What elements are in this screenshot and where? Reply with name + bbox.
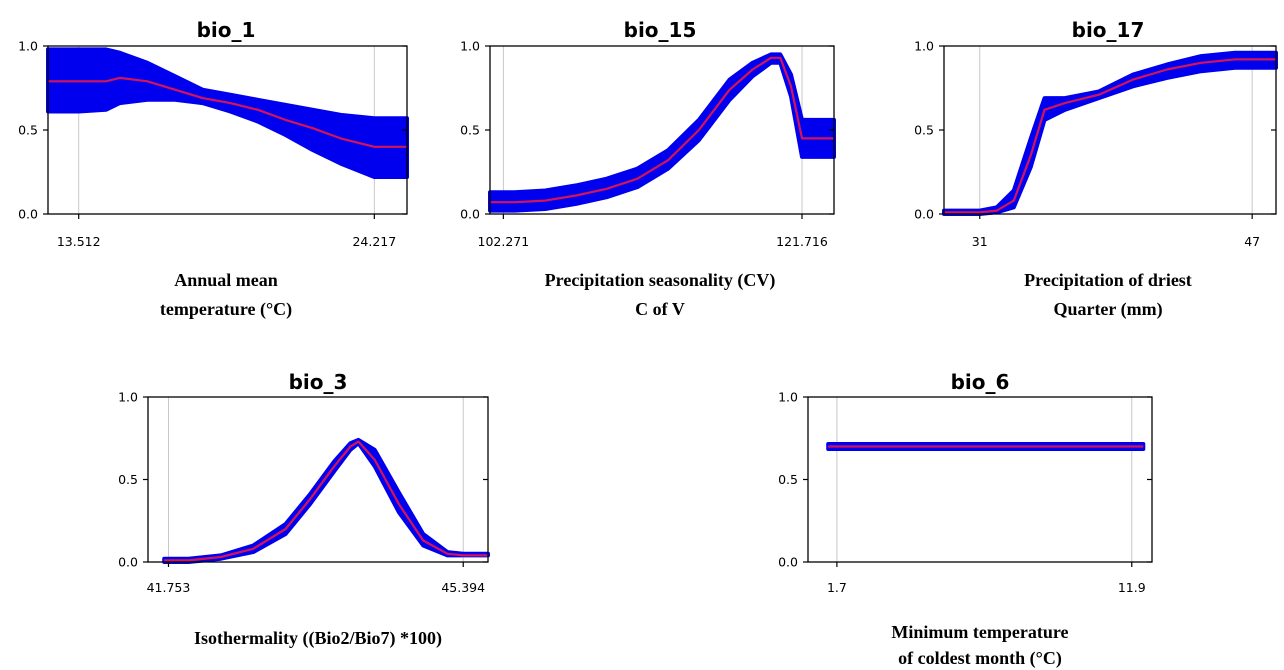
y-tick-label: 0.0 — [914, 207, 934, 222]
y-tick-label: 0.0 — [18, 207, 38, 222]
chart-bio-17: bio_17 0.0 0.5 1.0 31 47 Precipitation of drie… — [914, 18, 1278, 320]
y-tick-label: 0.0 — [460, 207, 480, 222]
y-tick-label: 0.5 — [778, 472, 798, 487]
x-axis-label: Isothermality ((Bio2/Bio7) *100) — [194, 628, 442, 649]
x-tick-label: 11.9 — [1118, 580, 1146, 595]
chart-title: bio_15 — [624, 18, 697, 42]
x-tick-label: 47 — [1244, 234, 1260, 249]
chart-bio-1: bio_1 0.0 0.5 1.0 13.512 24.217 Annual mean tem… — [18, 18, 409, 320]
confidence-band — [46, 47, 409, 179]
y-tick-label: 0.5 — [18, 123, 38, 138]
x-tick-label: 121.716 — [776, 234, 828, 249]
y-tick-label: 1.0 — [914, 39, 934, 54]
chart-bio-15: bio_15 0.0 0.5 1.0 102.271 121.716 Precipitati… — [460, 18, 836, 319]
chart-bio-6: bio_6 0.0 0.5 1.0 1.7 11.9 Minimum temperature… — [778, 370, 1153, 669]
x-axis-label: Minimum temperature — [891, 622, 1068, 642]
x-axis-label: Precipitation seasonality (CV) — [545, 270, 776, 291]
x-axis-label: Quarter (mm) — [1053, 299, 1162, 320]
chart-title: bio_1 — [197, 18, 256, 42]
plot-frame — [943, 45, 1277, 215]
confidence-band — [942, 50, 1278, 216]
x-tick-label: 45.394 — [441, 580, 485, 595]
x-axis-label: Precipitation of driest — [1024, 270, 1192, 290]
x-axis-label: temperature (°C) — [160, 299, 292, 320]
plot-frame — [147, 396, 489, 563]
x-axis-label: of coldest month (°C) — [898, 648, 1062, 669]
x-tick-label: 24.217 — [352, 234, 396, 249]
x-tick-label: 1.7 — [827, 580, 847, 595]
y-tick-label: 0.5 — [460, 123, 480, 138]
x-tick-label: 31 — [972, 234, 988, 249]
x-tick-label: 41.753 — [147, 580, 191, 595]
y-tick-label: 0.0 — [778, 555, 798, 570]
mean-response-line — [164, 440, 488, 562]
x-axis-label: C of V — [635, 299, 685, 319]
plot-frame — [807, 396, 1153, 563]
confidence-band — [488, 52, 836, 213]
x-axis-label: Annual mean — [174, 270, 278, 290]
mean-response-line — [48, 76, 407, 148]
y-tick-label: 0.5 — [914, 123, 934, 138]
y-tick-label: 0.5 — [118, 472, 138, 487]
y-tick-label: 1.0 — [18, 39, 38, 54]
y-tick-label: 1.0 — [460, 39, 480, 54]
chart-bio-3: bio_3 0.0 0.5 1.0 41.753 45.394 Isothermality … — [118, 370, 490, 649]
x-tick-label: 102.271 — [478, 234, 530, 249]
y-tick-label: 0.0 — [118, 555, 138, 570]
chart-title: bio_6 — [951, 370, 1010, 394]
x-tick-label: 13.512 — [57, 234, 101, 249]
confidence-band — [162, 437, 490, 564]
mean-response-line — [944, 58, 1276, 214]
y-tick-label: 1.0 — [118, 390, 138, 405]
chart-title: bio_17 — [1072, 18, 1145, 42]
chart-title: bio_3 — [289, 370, 348, 394]
mean-response-line — [490, 56, 834, 204]
y-tick-label: 1.0 — [778, 390, 798, 405]
